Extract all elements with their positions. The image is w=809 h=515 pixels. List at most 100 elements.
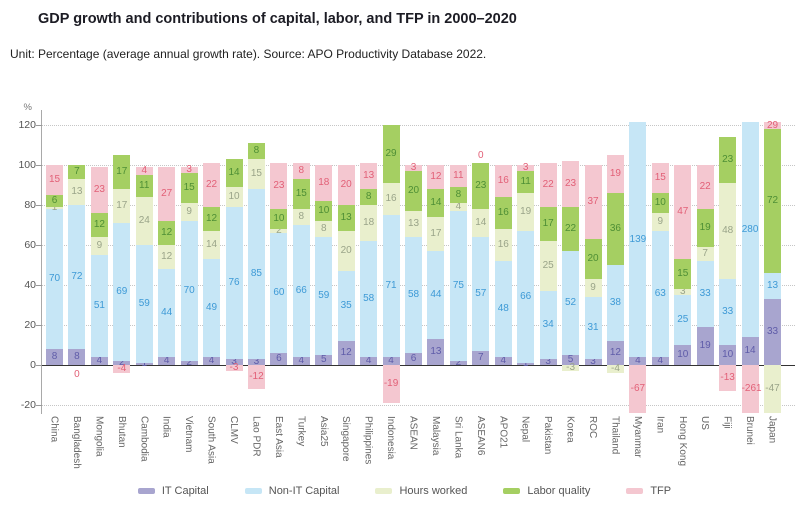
bar-segment-tfp [494,165,512,197]
bar-segment-hours [539,241,557,291]
x-axis-label: APO21 [497,416,509,449]
bar-value-label: 3 [545,356,551,367]
bar-segment-tfp [247,365,265,389]
bar-value-label: 37 [587,196,599,207]
x-axis-label: Brunei [744,416,756,445]
bar-segment-hours [472,209,490,237]
bar-segment-it [158,357,176,365]
bar-value-label: 2 [119,357,125,368]
bar-value-label: 23 [273,180,285,191]
bar-segment-tfp [315,165,333,201]
bar-segment-labor [292,179,310,209]
bar-value-label: 20 [340,245,352,256]
bar-value-label: 19 [520,206,532,217]
bar-segment-it [203,357,221,365]
bar-value-label: 4 [635,355,641,366]
bar-value-label: -261 [741,383,762,394]
bar-value-label: 23 [475,180,487,191]
bar-value-label: 13 [407,218,420,229]
x-axis-label: ASEAN6 [474,416,486,456]
bar-value-label: 12 [609,347,621,358]
x-axis-label: US [699,416,711,430]
bar-value-label: -19 [383,378,399,389]
y-axis-tick [36,205,42,206]
bar-value-label: 57 [475,288,487,299]
bar-value-label: 10 [318,205,330,216]
bar-segment-tfp [629,365,647,413]
bar-segment-hours [382,183,400,215]
x-axis-label: Turkey [295,416,307,447]
bar-segment-nonit [46,209,63,349]
legend-swatch-labor [503,488,521,494]
bar-segment-nonit [247,189,265,359]
x-axis-label: China [48,416,60,443]
bar-segment-it [247,359,265,365]
bar-segment-it [741,337,759,365]
bar-segment-hours [651,213,669,231]
y-axis-label: 0 [30,359,36,371]
bar-segment-hours [90,237,108,255]
bar-value-label: 18 [363,217,375,228]
bar-segment-it [46,349,63,365]
bar-value-label: 15 [677,268,689,279]
bar-segment-hours [719,183,737,279]
bar-value-label: 17 [542,218,554,229]
legend-item: IT Capital [137,485,209,497]
bar-value-label: 16 [497,207,509,218]
bar-value-label: 12 [340,347,352,358]
bar-segment-nonit [315,237,333,355]
bar-segment-hours [315,221,333,237]
bar-segment-labor [696,209,714,247]
bar-value-label: 14 [475,217,487,228]
bar-segment-nonit [719,279,737,345]
bar-segment-nonit [427,251,445,339]
x-axis-label: Nepal [519,416,531,443]
x-axis-label: Asia25 [317,416,329,447]
bar-value-label: 15 [183,182,195,193]
bar-value-label: 63 [654,288,666,299]
bar-segment-nonit [158,269,176,357]
bar-segment-labor [764,129,781,273]
x-axis-label: Indonesia [385,416,397,460]
bar-segment-tfp [696,165,714,209]
bar-segment-hours [517,193,535,231]
bar-value-label: 59 [138,298,150,309]
bar-value-label: 3 [522,162,529,173]
x-axis-label: Lao PDR [250,416,262,457]
bar-segment-hours [113,189,131,223]
bar-value-label: 14 [430,197,442,208]
bar-value-label: 15 [250,168,262,179]
x-axis-label: Hong Kong [676,416,688,467]
bar-segment-it [719,345,737,365]
bar-segment-nonit [135,245,153,363]
bar-value-label: 13 [430,346,442,357]
bar-value-label: 9 [186,206,192,217]
bar-value-label: 4 [455,201,462,212]
bar-segment-nonit [113,223,131,361]
bar-segment-hours [225,187,243,207]
bar-value-label: 9 [590,282,596,293]
bar-segment-nonit [539,291,557,359]
bar-segment-it [494,357,512,365]
bar-segment-it [606,341,624,365]
bar-segment-it [315,355,333,365]
bar-segment-tfp [427,165,445,189]
bar-segment-it [68,349,86,365]
bar-segment-tfp [539,163,557,207]
bar-segment-it [337,341,355,365]
bar-value-label: 8 [365,191,372,202]
bar-value-label: 27 [161,188,173,199]
bar-value-label: 33 [722,306,734,317]
bar-segment-hours [674,289,692,295]
x-axis-label: ROC [587,416,598,439]
bar-value-label: 7 [74,166,80,177]
bar-value-label: 69 [116,286,128,297]
bar-segment-hours [68,179,86,205]
bar-segment-labor [405,171,422,211]
gridline [42,125,795,126]
bar-segment-tfp [180,167,198,173]
bar-segment-hours [135,197,153,245]
bar-value-label: 51 [93,300,105,311]
bar-value-label: 22 [565,223,577,234]
legend-item: Labor quality [503,485,590,497]
